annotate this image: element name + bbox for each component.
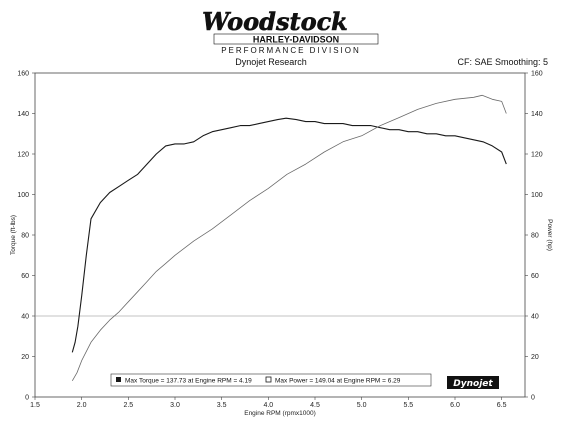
power-line [71,94,507,382]
x-tick-label: 5.0 [357,402,367,409]
right-tick-label: 40 [531,314,539,321]
torque-line [71,117,507,353]
logo-word: Woodstock [202,7,348,36]
right-tick-label: 100 [531,192,543,199]
right-axis-ticks: 0 20 40 60 80 100 120 140 160 [525,71,543,402]
watermark-text: Dynojet [453,379,493,389]
right-tick-label: 60 [531,273,539,280]
dynojet-watermark: Dynojet [447,376,499,389]
right-tick-label: 160 [531,71,543,78]
logo-brand-bar [213,33,379,45]
legend-marker-power [265,376,272,383]
logo-division: PERFORMANCE DIVISION [221,46,361,55]
x-tick-label: 6.0 [450,402,460,409]
left-tick-label: 160 [17,71,29,78]
x-tick-label: 5.5 [403,402,413,409]
right-tick-label: 140 [531,111,543,118]
right-tick-label: 80 [531,233,539,240]
x-axis-label: Engine RPM (rpmx1000) [244,410,316,417]
x-tick-label: 3.0 [170,402,180,409]
correction-text: CF: SAE Smoothing: 5 [457,57,548,67]
x-axis-ticks: 1.5 2.0 2.5 3.0 3.5 4.0 4.5 5.0 5.5 6.0 6.5 [30,397,507,409]
legend: Max Torque = 137.73 at Engine RPM = 4.19… [110,373,432,387]
left-tick-label: 20 [21,354,29,361]
left-axis-label: Torque (ft-lbs) [10,215,17,255]
right-tick-label: 20 [531,354,539,361]
plot-frame [34,72,526,398]
left-tick-label: 100 [17,192,29,199]
legend-torque: Max Torque = 137.73 at Engine RPM = 4.19 [125,378,252,385]
left-tick-label: 120 [17,152,29,159]
logo-brand: HARLEY-DAVIDSON [253,35,339,45]
woodstock-logo: Woodstock HARLEY-DAVIDSON PERFORMANCE DI… [202,7,379,55]
legend-power: Max Power = 149.04 at Engine RPM = 6.29 [275,378,401,385]
left-tick-label: 60 [21,273,29,280]
left-tick-label: 40 [21,314,29,321]
legend-marker-torque [116,377,121,382]
chart-subtitle: Dynojet Research [235,57,307,67]
left-tick-label: 0 [25,395,29,402]
x-tick-label: 6.5 [497,402,507,409]
x-tick-label: 2.5 [123,402,133,409]
x-tick-label: 4.0 [263,402,273,409]
x-tick-label: 2.0 [77,402,87,409]
x-tick-label: 1.5 [30,402,40,409]
right-axis-label: Power (hp) [546,219,553,251]
left-tick-label: 80 [21,233,29,240]
right-tick-label: 120 [531,152,543,159]
watermark-badge [447,376,499,389]
x-tick-label: 3.5 [217,402,227,409]
x-tick-label: 4.5 [310,402,320,409]
left-axis-ticks: 0 20 40 60 80 100 120 140 160 [17,71,35,402]
right-tick-label: 0 [531,395,535,402]
series-layer [71,94,507,382]
left-tick-label: 140 [17,111,29,118]
